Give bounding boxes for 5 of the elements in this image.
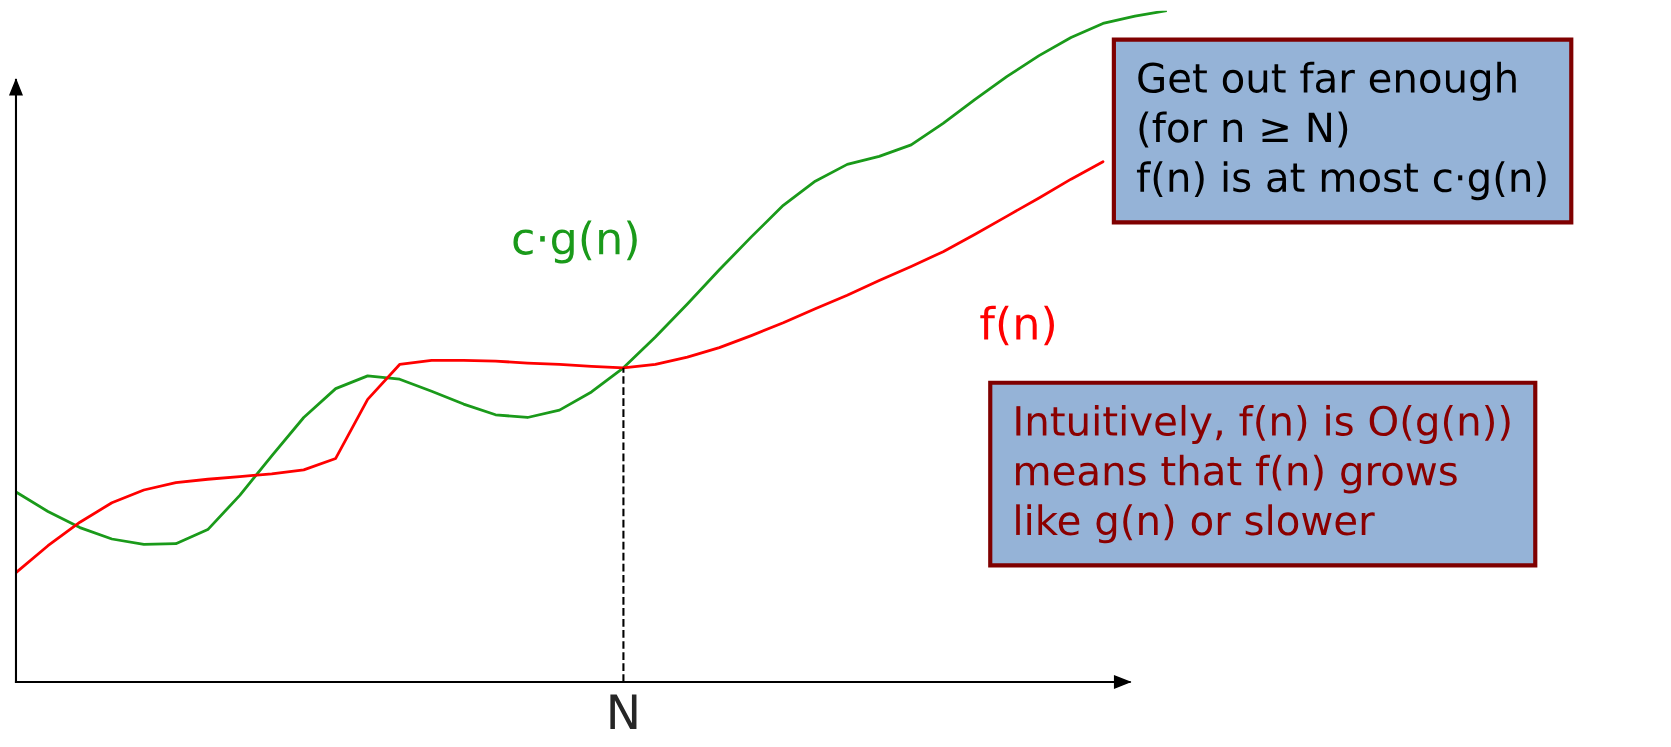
series-label: f(n) xyxy=(980,305,1054,346)
annotation: Intuitively, f(n) is O(g(n)) means that f(n) grows like g(n) or slower xyxy=(1016,404,1510,544)
annotation: Get out far enough (for n ≥ N) f(n) is at most c·g(n) xyxy=(1136,61,1546,201)
text: N xyxy=(610,694,637,729)
series-label: c·g(n) xyxy=(513,220,637,264)
